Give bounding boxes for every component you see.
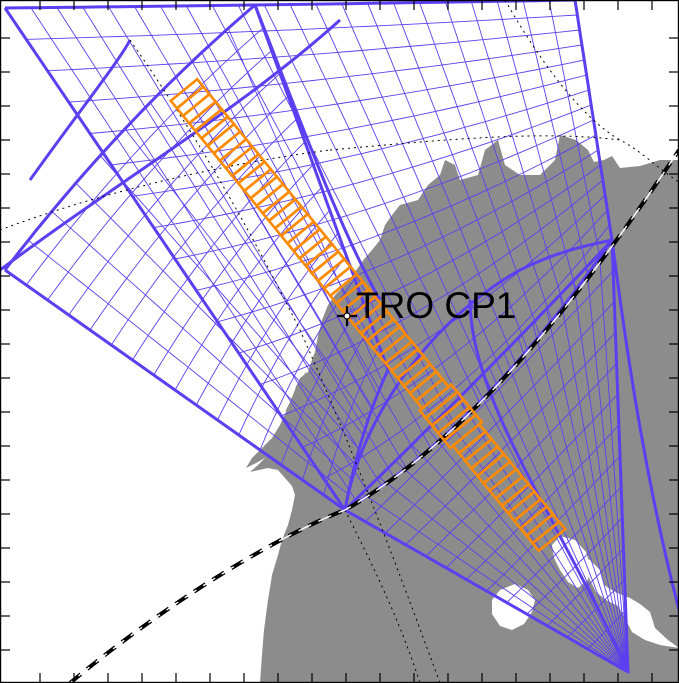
far-fov-range-line: [132, 89, 590, 197]
fov-arc: [610, 239, 679, 611]
near-fov-range-line: [68, 73, 281, 316]
graticule-line: [329, 135, 679, 183]
far-fov-range-line: [238, 164, 601, 354]
track-cell: [530, 519, 568, 553]
fov-arc: [28, 39, 132, 181]
land-spur-left: [246, 372, 310, 468]
far-fov-range-line: [302, 209, 608, 448]
track-cell: [442, 412, 484, 450]
graticule-line: [344, 509, 421, 683]
near-fov-range-line: [238, 255, 347, 436]
near-fov-range-line: [47, 50, 272, 301]
near-fov-range-line: [89, 95, 289, 331]
inner-fov-range-line: [546, 548, 624, 627]
far-fov-range-line: [259, 179, 604, 385]
fov-arc: [253, 4, 382, 301]
near-fov-range-line: [302, 324, 372, 481]
station-marker[interactable]: [337, 306, 357, 326]
inner-fov-range-line: [364, 270, 614, 522]
far-fov-range-line: [217, 149, 599, 323]
far-fov-range-line: [323, 224, 611, 479]
inner-fov-range-line: [385, 301, 615, 534]
near-fov-range-line: [195, 210, 331, 406]
terminator-line: [68, 148, 679, 683]
far-fov-range-line: [196, 134, 597, 291]
near-fov-range-line: [174, 187, 322, 391]
inner-fov-range-line: [506, 486, 622, 603]
fov-arc: [468, 299, 630, 673]
graticule-line: [0, 149, 331, 231]
far-fov-range-line: [153, 104, 592, 229]
inner-fov-range-line: [425, 363, 617, 557]
fov-arc: [0, 18, 342, 272]
near-fov-range-line: [110, 118, 297, 346]
near-fov-range-line: [25, 27, 264, 286]
station-label: TRO CP1: [356, 285, 516, 326]
inner-fov-range-line: [445, 393, 619, 569]
near-fov-range-line: [323, 346, 381, 496]
track-cells: [168, 77, 568, 553]
far-fov-range-line: [47, 29, 580, 72]
far-fov-range-line: [111, 74, 587, 166]
far-fov-range-line: [68, 44, 582, 103]
far-fov-range-line: [26, 14, 578, 40]
far-fov-range-line: [174, 119, 594, 260]
graticule-line: [129, 39, 441, 683]
near-fov-outline: [3, 3, 390, 512]
near-fov-range-line: [217, 232, 339, 421]
inner-fov-outline: [343, 238, 630, 674]
fov-arc: [343, 238, 613, 511]
far-fov-range-line: [89, 59, 585, 134]
station-dot: [343, 312, 351, 320]
inner-fov-range-line: [526, 517, 623, 615]
inner-fov-range-line: [405, 332, 616, 546]
inner-fov-range-line: [465, 424, 620, 580]
